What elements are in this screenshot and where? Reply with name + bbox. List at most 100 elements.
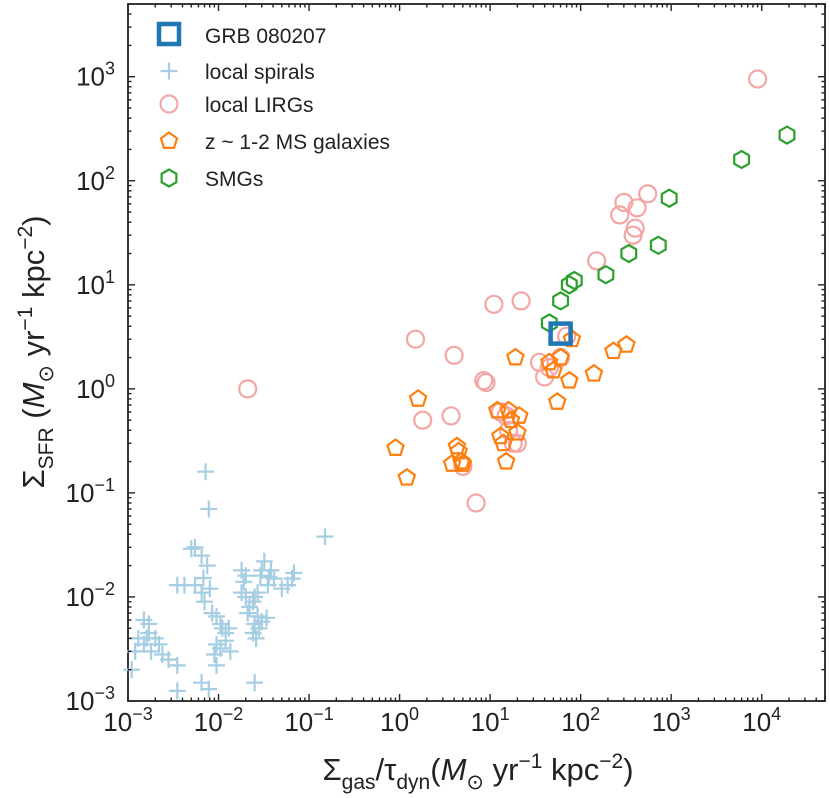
point-local-lirgs-6 xyxy=(466,493,486,513)
point-z-1-2-ms-galaxies-13 xyxy=(501,410,521,429)
point-local-spirals-24 xyxy=(201,580,219,598)
point-smgs-3 xyxy=(565,270,583,291)
point-local-spirals-47 xyxy=(246,588,264,606)
legend-entry-smgs: SMGs xyxy=(160,168,263,191)
point-smgs-4 xyxy=(597,264,615,285)
point-local-lirgs-14 xyxy=(507,433,528,453)
data-marks xyxy=(123,69,796,700)
point-local-spirals-6 xyxy=(129,629,147,647)
point-z-1-2-ms-galaxies-25 xyxy=(617,334,636,353)
point-local-spirals-51 xyxy=(246,615,264,633)
x-tick-label: 10−3 xyxy=(103,704,152,737)
point-z-1-2-ms-galaxies-19 xyxy=(547,392,567,410)
point-z-1-2-ms-galaxies-14 xyxy=(506,347,525,366)
point-smgs-5 xyxy=(620,243,638,264)
point-local-spirals-32 xyxy=(220,619,238,637)
point-z-1-2-ms-galaxies-15 xyxy=(508,422,527,441)
point-local-spirals-17 xyxy=(197,463,215,481)
legend-label-local-spirals: local spirals xyxy=(205,61,315,84)
legend: GRB 080207 local spirals local LIRGs z ~… xyxy=(156,21,390,191)
point-local-spirals-25 xyxy=(196,593,213,611)
x-tick-label: 101 xyxy=(471,704,510,737)
legend-label-grb: GRB 080207 xyxy=(205,25,326,48)
tick-labels: 10−3 10−2 10−1 100 101 102 103 104 10−3 10−2 10−1 1… xyxy=(66,59,782,737)
point-local-spirals-4 xyxy=(142,642,160,660)
point-smgs-1 xyxy=(552,291,570,311)
legend-marker-local-lirgs xyxy=(159,94,179,114)
point-z-1-2-ms-galaxies-3 xyxy=(442,454,462,472)
legend-entry-ms-galaxies: z ~ 1-2 MS galaxies xyxy=(159,131,390,154)
legend-marker-local-spirals xyxy=(160,62,178,80)
legend-label-local-lirgs: local LIRGs xyxy=(205,94,314,117)
point-local-lirgs-9 xyxy=(484,294,504,314)
point-local-lirgs-28 xyxy=(747,69,768,89)
point-z-1-2-ms-galaxies-2 xyxy=(408,389,428,407)
point-local-spirals-61 xyxy=(265,570,283,588)
y-axis-title: ΣSFR (M⊙ yr−1 kpc−2) xyxy=(14,215,58,488)
point-local-lirgs-7 xyxy=(474,371,494,391)
point-local-spirals-69 xyxy=(316,528,334,546)
point-local-spirals-26 xyxy=(193,584,211,602)
point-local-spirals-15 xyxy=(182,540,200,558)
point-local-spirals-44 xyxy=(233,584,251,602)
point-smgs-2 xyxy=(560,275,578,295)
legend-label-smgs: SMGs xyxy=(205,168,263,191)
point-local-lirgs-23 xyxy=(614,192,634,212)
x-tick-label: 10−2 xyxy=(194,704,243,737)
point-local-spirals-7 xyxy=(123,661,141,679)
point-local-spirals-38 xyxy=(208,656,225,674)
point-local-lirgs-0 xyxy=(238,379,258,399)
point-local-spirals-43 xyxy=(237,567,255,585)
legend-entry-local-lirgs: local LIRGs xyxy=(159,94,314,117)
point-local-spirals-13 xyxy=(135,611,153,629)
point-z-1-2-ms-galaxies-16 xyxy=(509,406,529,424)
y-tick-label: 102 xyxy=(76,163,115,196)
point-z-1-2-ms-galaxies-8 xyxy=(487,400,507,419)
legend-entry-local-spirals: local spirals xyxy=(160,61,315,84)
point-z-1-2-ms-galaxies-4 xyxy=(447,436,467,455)
point-smgs-8 xyxy=(733,149,751,170)
point-z-1-2-ms-galaxies-17 xyxy=(539,352,559,371)
point-smgs-7 xyxy=(660,188,678,208)
legend-marker-grb xyxy=(156,21,182,47)
point-z-1-2-ms-galaxies-9 xyxy=(491,426,510,445)
point-z-1-2-ms-galaxies-0 xyxy=(386,438,405,456)
point-z-1-2-ms-galaxies-22 xyxy=(562,329,582,348)
point-local-spirals-10 xyxy=(160,651,177,669)
point-z-1-2-ms-galaxies-21 xyxy=(559,370,579,389)
point-local-lirgs-22 xyxy=(610,205,630,225)
point-local-spirals-16 xyxy=(194,569,212,587)
point-smgs-6 xyxy=(649,235,667,256)
point-local-spirals-31 xyxy=(211,615,229,633)
x-tick-label: 104 xyxy=(742,704,781,737)
point-local-lirgs-26 xyxy=(627,198,647,218)
axis-ticks xyxy=(127,3,826,702)
point-local-spirals-34 xyxy=(208,635,225,653)
legend-marker-smgs xyxy=(160,168,178,188)
point-local-lirgs-3 xyxy=(441,406,461,426)
y-tick-label: 10−1 xyxy=(66,475,115,508)
point-local-spirals-19 xyxy=(193,547,211,565)
point-local-spirals-56 xyxy=(255,552,273,570)
point-local-lirgs-15 xyxy=(511,291,531,311)
y-tick-label: 10−3 xyxy=(66,683,115,716)
point-z-1-2-ms-galaxies-23 xyxy=(584,363,604,382)
point-local-lirgs-25 xyxy=(625,218,645,238)
point-local-lirgs-21 xyxy=(586,251,607,271)
point-local-spirals-40 xyxy=(200,680,218,698)
y-tick-label: 101 xyxy=(76,267,115,300)
point-local-spirals-57 xyxy=(262,561,280,579)
point-local-spirals-8 xyxy=(150,635,168,653)
point-z-1-2-ms-galaxies-18 xyxy=(544,360,563,379)
point-local-lirgs-27 xyxy=(638,184,658,204)
point-local-lirgs-4 xyxy=(444,345,464,365)
legend-entry-grb: GRB 080207 xyxy=(156,21,326,48)
point-local-spirals-22 xyxy=(168,576,186,594)
point-local-spirals-49 xyxy=(239,604,257,622)
point-z-1-2-ms-galaxies-12 xyxy=(499,400,518,419)
point-local-lirgs-1 xyxy=(405,329,426,349)
point-local-spirals-68 xyxy=(253,613,271,631)
x-axis-title: Σgas/τdyn(M⊙ yr−1 kpc−2) xyxy=(322,750,633,794)
x-tick-label: 100 xyxy=(380,704,419,737)
